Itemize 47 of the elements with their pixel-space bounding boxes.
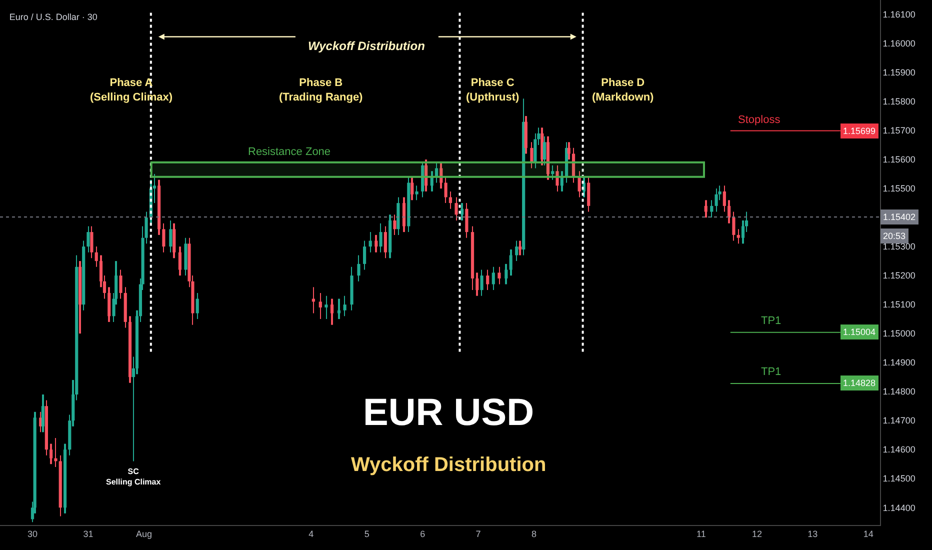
y-tick-label: 1.16100 [882,10,916,20]
y-tick-label: 1.15700 [882,126,916,136]
annotation: Phase D (Markdown) [592,77,654,104]
y-tick-label: 1.14800 [882,386,916,397]
y-tick-label: 1.15300 [882,242,916,252]
annotation: Phase C (Upthrust) [466,77,520,104]
annotation: SC Selling Climax [106,467,162,486]
x-tick-label: 14 [863,528,874,539]
ref-line-label: 1.15402 [883,212,916,222]
annotation: Phase B (Trading Range) [279,77,364,104]
y-tick-label: 1.14700 [882,416,916,426]
y-tick-label: 1.16000 [882,38,916,49]
x-tick-label: 8 [532,528,537,539]
y-tick-label: 1.14900 [882,358,916,368]
x-tick-label: Aug [136,528,152,539]
y-tick-label: 1.15100 [882,300,916,310]
x-tick-label: 13 [808,528,818,539]
y-tick-label: 1.15200 [882,270,916,281]
annotation: Phase A (Selling Climax) [90,77,173,104]
annotation: Stoploss [738,114,781,126]
y-tick-label: 1.15000 [882,328,916,339]
annotation: TP1 [761,315,782,327]
text: Euro / U.S. Dollar · 30 [9,12,98,22]
x-tick-label: 7 [476,528,481,539]
text: 20:53 [883,231,906,241]
y-tick-label: 1.15600 [882,154,916,165]
x-tick-label: 5 [364,528,370,539]
ref-line-label: 1.14828 [843,378,876,388]
y-tick-label: 1.15800 [882,96,916,107]
annotation: Wyckoff Distribution [308,39,425,53]
ref-line-label: 1.15004 [843,327,876,337]
x-tick-label: 11 [696,528,706,539]
x-tick-label: 30 [28,528,38,539]
x-tick-label: 6 [420,528,426,539]
annotation: EUR USD [363,392,534,434]
ref-line-label: 1.15699 [843,126,876,136]
annotation: Wyckoff Distribution [351,454,546,476]
band-label: Resistance Zone [248,146,331,158]
x-tick-label: 4 [308,528,314,539]
y-tick-label: 1.15900 [882,68,916,78]
y-tick-label: 1.14400 [882,502,916,513]
annotation: TP1 [761,366,782,378]
y-tick-label: 1.15500 [882,184,916,194]
y-tick-label: 1.14500 [882,474,916,484]
y-tick-label: 1.14600 [882,444,916,455]
x-tick-label: 31 [83,528,94,539]
x-tick-label: 12 [752,528,762,539]
